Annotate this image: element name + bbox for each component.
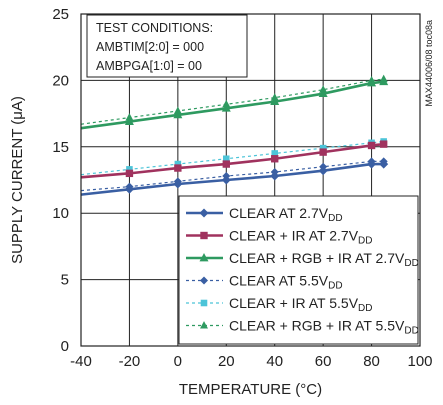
y-tick-label: 25	[52, 6, 69, 23]
series-markers-group	[124, 76, 389, 125]
data-point	[126, 166, 133, 173]
test-conditions-frame	[86, 14, 248, 78]
part-number-label: MAX44006/08 toc08a	[424, 20, 434, 107]
x-tick-label: 0	[174, 353, 182, 370]
test-conditions-box: TEST CONDITIONS: AMBTIM[2:0] = 000 AMBPG…	[86, 14, 248, 78]
series-markers-group	[125, 74, 388, 121]
test-condition-ambtim: AMBTIM[2:0] = 000	[96, 40, 204, 54]
y-tick-labels: 0 5 10 15 20 25	[52, 6, 69, 355]
data-point	[379, 140, 388, 148]
legend-label: CLEAR AT 5.5VDD	[229, 273, 343, 292]
data-point	[318, 88, 328, 98]
data-point	[173, 109, 183, 119]
plot-frame	[80, 13, 421, 347]
legend-label: CLEAR + RGB + IR AT 2.7VDD	[229, 250, 419, 269]
test-condition-ambpga: AMBPGA[1:0] = 00	[96, 59, 202, 73]
y-tick-label: 20	[52, 72, 69, 89]
series-line	[80, 160, 384, 192]
data-point	[271, 150, 278, 157]
x-axis-title: TEMPERATURE (°C)	[179, 381, 322, 398]
data-point	[125, 169, 134, 178]
y-tick-label: 0	[61, 338, 69, 355]
series-line	[80, 162, 384, 196]
x-tick-label: 80	[363, 353, 380, 370]
x-tick-label: 100	[407, 353, 432, 370]
x-tick-labels: -40 -20 0 20 40 60 80 100	[70, 353, 432, 370]
data-point	[200, 231, 208, 240]
legend-label: CLEAR + IR AT 2.7VDD	[229, 228, 373, 247]
data-point	[319, 144, 327, 152]
y-tick-label: 15	[52, 139, 69, 156]
data-point	[379, 76, 389, 86]
x-tick-label: -40	[70, 353, 92, 370]
series-markers-group	[124, 159, 389, 194]
data-point	[367, 78, 377, 87]
data-point	[221, 103, 231, 112]
data-point	[199, 253, 209, 262]
data-point	[173, 179, 183, 189]
data-point	[174, 160, 182, 168]
legend-frame	[178, 195, 419, 345]
series-line	[80, 142, 384, 179]
test-conditions-heading: TEST CONDITIONS:	[96, 21, 213, 35]
data-point	[124, 184, 134, 194]
legend-label: CLEAR AT 2.7VDD	[229, 205, 343, 224]
x-tick-label: 20	[218, 353, 235, 370]
data-point	[319, 148, 327, 156]
y-tick-label: 10	[52, 205, 69, 222]
data-point	[200, 276, 208, 285]
data-point	[270, 171, 280, 181]
data-point	[174, 164, 182, 172]
series-line	[80, 80, 384, 130]
data-point	[221, 175, 231, 185]
data-point	[200, 299, 208, 307]
x-tick-label: 60	[315, 353, 332, 370]
data-point	[199, 208, 209, 218]
series-markers-group	[125, 140, 388, 178]
data-point	[124, 116, 134, 125]
x-tick-label: 40	[266, 353, 283, 370]
y-axis-title: SUPPLY CURRENT (μA)	[9, 96, 26, 264]
data-point	[318, 166, 328, 176]
series-line	[80, 140, 384, 176]
series-line	[80, 78, 384, 125]
series-lines	[80, 78, 384, 196]
data-point	[367, 159, 377, 169]
legend: CLEAR AT 2.7VDD CLEAR + IR AT 2.7VDD CLEAR…	[178, 195, 419, 345]
data-point	[379, 159, 389, 169]
data-point	[270, 96, 280, 106]
data-point	[223, 155, 230, 163]
legend-label: CLEAR + RGB + IR AT 5.5VDD	[229, 318, 419, 337]
data-point	[200, 321, 208, 329]
legend-label: CLEAR + IR AT 5.5VDD	[229, 295, 373, 314]
data-point	[271, 155, 279, 163]
series-markers	[124, 74, 389, 194]
y-tick-label: 5	[61, 272, 69, 289]
data-point	[367, 141, 376, 150]
x-tick-label: -20	[119, 353, 141, 370]
data-point	[222, 160, 230, 168]
